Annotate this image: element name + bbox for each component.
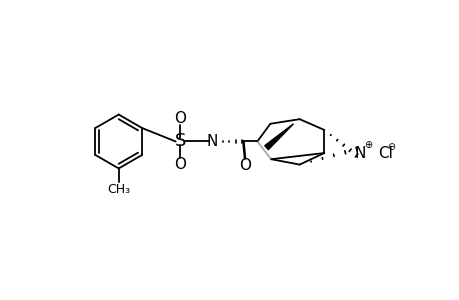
Text: N: N [207,134,218,149]
Text: N: N [354,146,365,160]
Text: O: O [174,157,186,172]
Text: O: O [239,158,251,173]
Polygon shape [264,124,293,150]
Text: ⊕: ⊕ [364,140,371,150]
Text: CH₃: CH₃ [107,183,130,196]
Text: ⊖: ⊖ [386,142,394,152]
Text: O: O [174,111,186,126]
Text: Cl: Cl [377,146,392,161]
Text: S: S [174,133,185,151]
